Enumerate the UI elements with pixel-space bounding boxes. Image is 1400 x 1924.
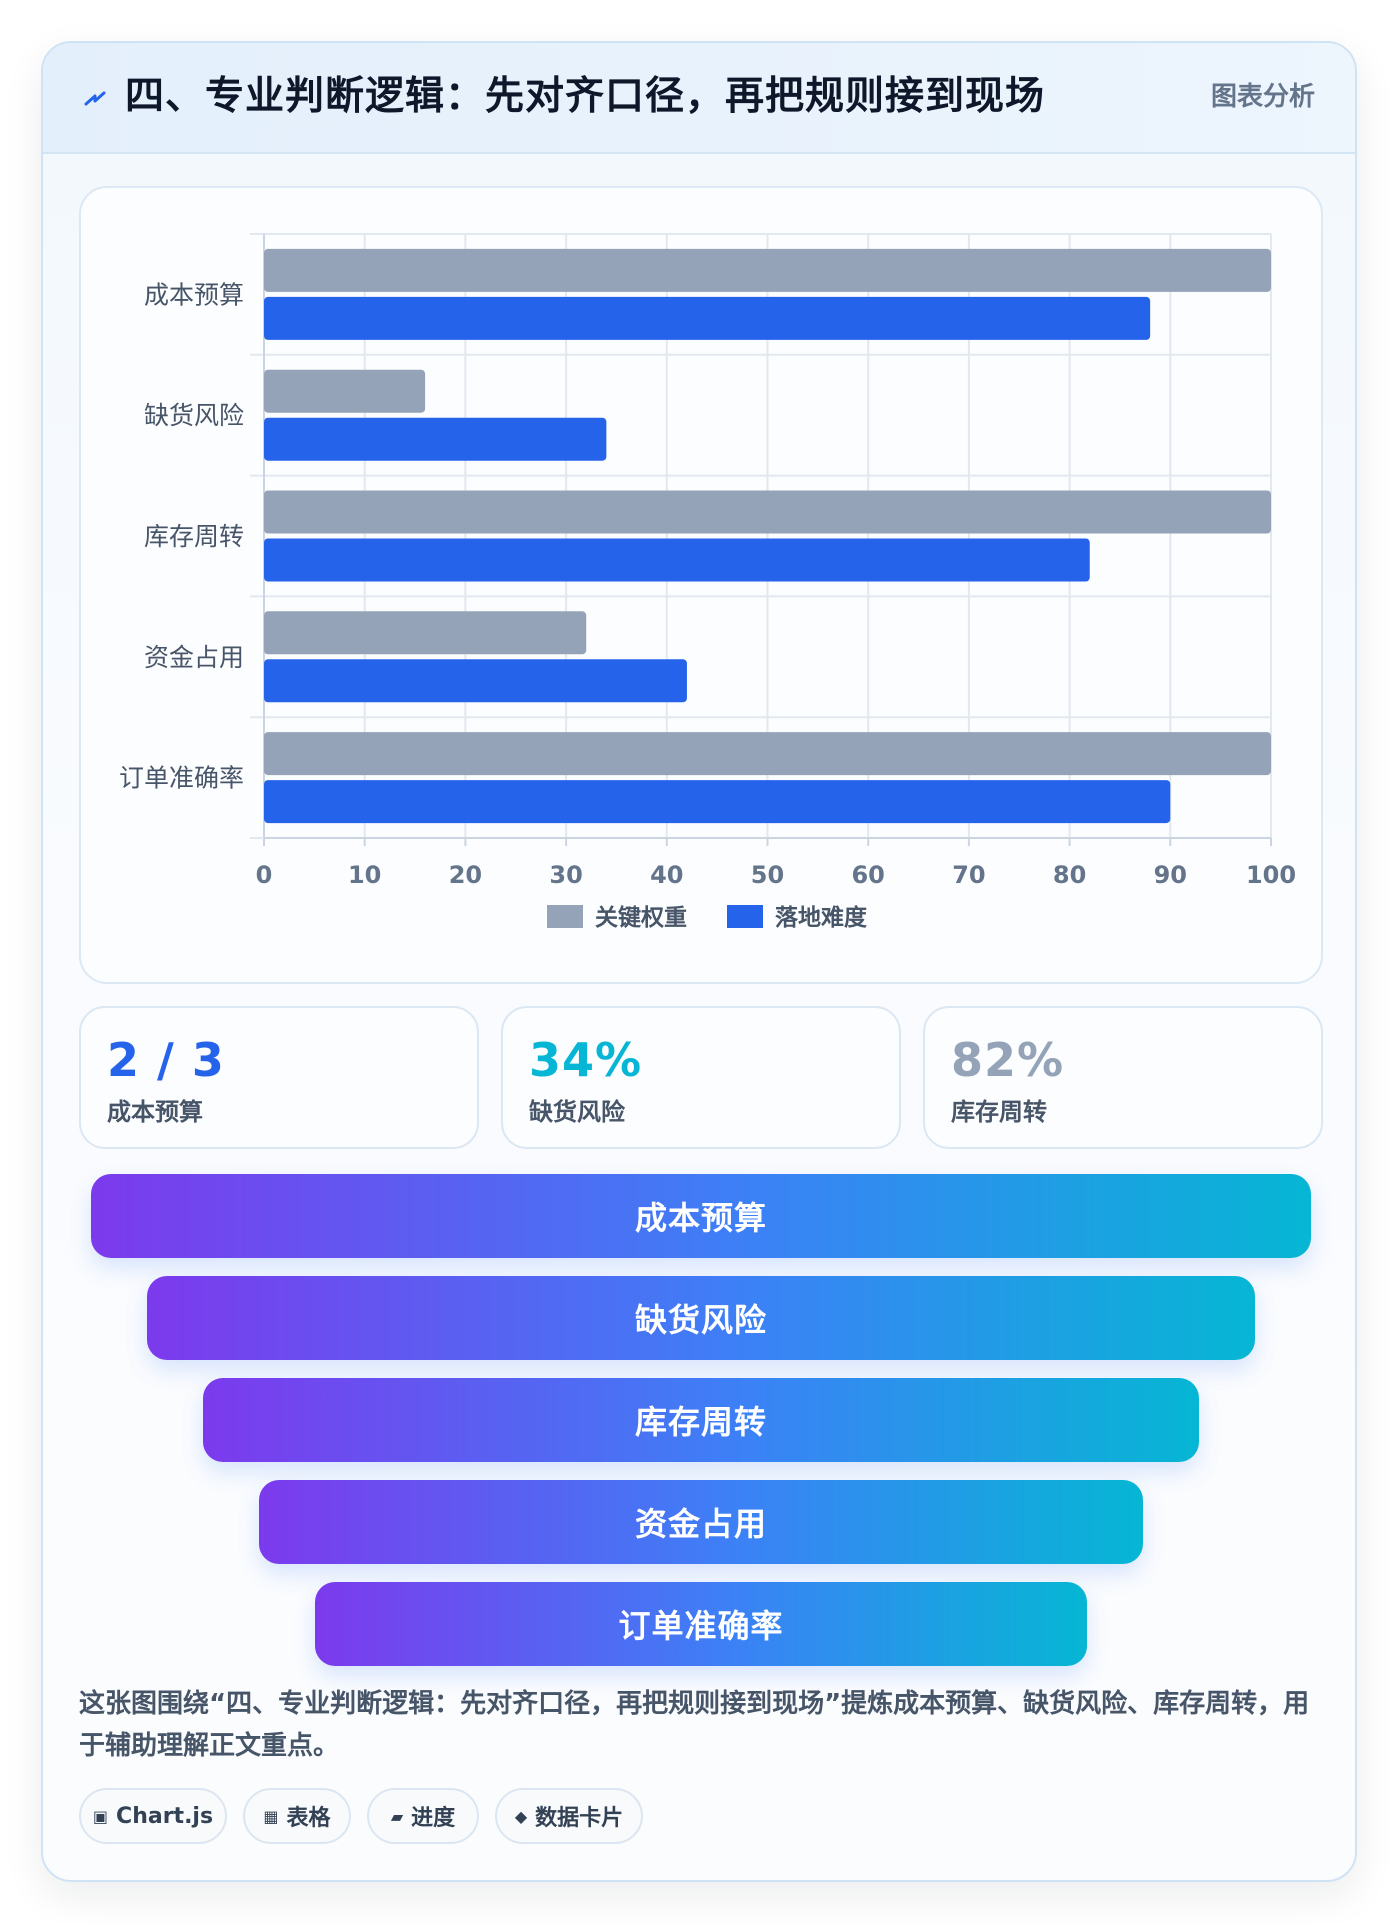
bar xyxy=(264,369,426,413)
bar xyxy=(264,417,607,461)
diamond-icon: ◆ xyxy=(514,1806,528,1826)
bar-chart: 0 10 20 30 40 50 60 70 80 90 100 成本预算缺货风险库存周转资金占用订单… xyxy=(119,233,1296,931)
x-tick-label: 20 xyxy=(449,861,482,889)
legend-label: 关键权重 xyxy=(595,904,687,931)
tag-table[interactable]: ▦ 表格 xyxy=(243,1788,351,1844)
x-tick-label: 60 xyxy=(851,861,884,889)
y-tick-label: 订单准确率 xyxy=(119,764,244,793)
tag-label: 数据卡片 xyxy=(535,1806,624,1831)
x-tick-label: 50 xyxy=(751,861,784,889)
bar xyxy=(264,538,1090,582)
table-icon: ▦ xyxy=(263,1806,279,1826)
legend-label: 落地难度 xyxy=(775,904,868,931)
stat-card-2: 34% 缺货风险 xyxy=(501,1006,901,1149)
y-tick-label: 库存周转 xyxy=(144,522,244,551)
bar xyxy=(264,780,1171,824)
x-tick-label: 0 xyxy=(256,861,273,889)
bar xyxy=(264,248,1271,292)
x-tick-label: 100 xyxy=(1246,861,1296,889)
x-tick-label: 70 xyxy=(952,861,985,889)
x-tick-label: 30 xyxy=(549,861,582,889)
stat-label: 库存周转 xyxy=(951,1098,1047,1126)
stat-value: 82% xyxy=(951,1033,1065,1087)
funnel-step-1: 成本预算 xyxy=(91,1174,1311,1258)
tag-progress[interactable]: ▰ 进度 xyxy=(367,1788,479,1844)
chart-card: 四、专业判断逻辑：先对齐口径，再把规则接到现场 图表分析 0 10 20 30 40 50… xyxy=(41,41,1357,1882)
header-badge: 图表分析 xyxy=(1210,82,1315,112)
tag-label: 进度 xyxy=(411,1806,456,1831)
bar xyxy=(264,611,587,655)
bar xyxy=(264,659,687,703)
funnel-step-4: 资金占用 xyxy=(259,1480,1143,1564)
bar xyxy=(264,732,1271,776)
y-tick-label: 缺货风险 xyxy=(144,401,244,430)
chart-summary: 这张图围绕“四、专业判断逻辑：先对齐口径，再把规则接到现场”提炼成本预算、缺货风… xyxy=(79,1689,1310,1761)
stat-card-1: 2 / 3 成本预算 xyxy=(79,1006,479,1149)
chart-panel: 0 10 20 30 40 50 60 70 80 90 100 成本预算缺货风险库存周转资金占用订单… xyxy=(79,186,1323,984)
tag-data-card[interactable]: ◆ 数据卡片 xyxy=(495,1788,643,1844)
stat-value: 34% xyxy=(529,1033,643,1087)
legend-swatch xyxy=(727,905,763,928)
stat-label: 缺货风险 xyxy=(529,1098,625,1126)
y-tick-label: 成本预算 xyxy=(144,280,244,309)
stat-label: 成本预算 xyxy=(107,1098,203,1126)
tag-label: 表格 xyxy=(286,1806,331,1831)
stat-value: 2 / 3 xyxy=(107,1033,225,1087)
bar xyxy=(264,490,1271,534)
lightning-icon xyxy=(84,91,106,106)
x-tick-label: 10 xyxy=(348,861,381,889)
chip-icon: ▣ xyxy=(92,1806,109,1826)
stat-card-3: 82% 库存周转 xyxy=(923,1006,1323,1149)
x-tick-label: 90 xyxy=(1154,861,1187,889)
funnel-step-3: 库存周转 xyxy=(203,1378,1199,1462)
funnel-step-2: 缺货风险 xyxy=(147,1276,1255,1360)
legend-swatch xyxy=(547,905,583,928)
tag-chartjs[interactable]: ▣ Chart.js xyxy=(79,1788,227,1844)
page-title: 四、专业判断逻辑：先对齐口径，再把规则接到现场 xyxy=(125,74,1046,119)
card-header: 四、专业判断逻辑：先对齐口径，再把规则接到现场 图表分析 xyxy=(43,43,1355,154)
funnel-step-5: 订单准确率 xyxy=(315,1582,1087,1666)
bar xyxy=(264,296,1151,340)
y-tick-label: 资金占用 xyxy=(144,643,244,672)
progress-icon: ▰ xyxy=(390,1806,404,1826)
x-tick-label: 80 xyxy=(1053,861,1086,889)
x-tick-label: 40 xyxy=(650,861,683,889)
tag-label: Chart.js xyxy=(116,1803,214,1829)
